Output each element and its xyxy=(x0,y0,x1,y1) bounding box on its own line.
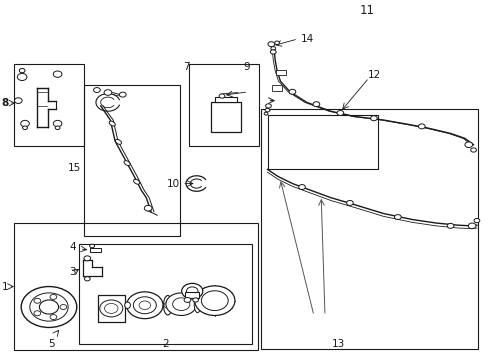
Bar xyxy=(261,109,477,349)
Bar xyxy=(214,97,236,102)
Ellipse shape xyxy=(124,302,130,309)
Circle shape xyxy=(172,298,189,311)
Circle shape xyxy=(15,98,22,103)
Text: 6: 6 xyxy=(192,302,199,312)
Circle shape xyxy=(22,126,27,130)
Circle shape xyxy=(17,73,27,81)
Circle shape xyxy=(50,315,57,320)
Text: 13: 13 xyxy=(331,339,345,348)
Bar xyxy=(14,223,257,350)
Ellipse shape xyxy=(194,296,201,312)
Circle shape xyxy=(126,292,163,319)
Circle shape xyxy=(55,126,60,130)
Circle shape xyxy=(473,219,479,223)
Circle shape xyxy=(100,300,122,317)
Circle shape xyxy=(93,87,100,93)
Circle shape xyxy=(219,94,224,98)
Text: 9: 9 xyxy=(243,62,250,72)
Circle shape xyxy=(274,41,279,45)
Circle shape xyxy=(34,311,41,316)
Text: 2: 2 xyxy=(162,339,168,348)
Circle shape xyxy=(201,291,228,311)
Circle shape xyxy=(34,298,41,303)
Bar xyxy=(184,292,199,298)
Circle shape xyxy=(264,108,269,112)
Circle shape xyxy=(192,298,198,302)
Text: 15: 15 xyxy=(67,163,81,173)
Bar xyxy=(14,64,84,147)
Bar xyxy=(276,69,285,75)
Text: 14: 14 xyxy=(301,34,314,44)
Circle shape xyxy=(163,302,171,308)
Circle shape xyxy=(184,297,190,302)
Circle shape xyxy=(84,277,90,281)
Circle shape xyxy=(186,287,198,295)
Ellipse shape xyxy=(163,296,172,315)
Circle shape xyxy=(89,244,94,248)
Circle shape xyxy=(336,111,343,116)
Text: 12: 12 xyxy=(367,70,381,80)
Bar xyxy=(267,115,377,170)
Bar xyxy=(90,248,101,252)
Bar xyxy=(84,85,180,237)
Circle shape xyxy=(464,142,471,148)
Circle shape xyxy=(312,102,319,107)
Bar xyxy=(79,243,251,344)
Circle shape xyxy=(468,223,475,229)
Ellipse shape xyxy=(133,179,140,184)
Circle shape xyxy=(346,201,352,206)
Circle shape xyxy=(139,301,150,310)
Circle shape xyxy=(30,293,68,321)
Circle shape xyxy=(447,224,453,228)
Ellipse shape xyxy=(115,139,122,144)
Text: 1: 1 xyxy=(2,282,9,292)
Circle shape xyxy=(270,50,276,54)
Circle shape xyxy=(394,215,400,220)
Circle shape xyxy=(40,300,59,314)
Circle shape xyxy=(267,42,274,47)
Circle shape xyxy=(270,47,275,50)
Text: 3: 3 xyxy=(69,267,76,277)
Circle shape xyxy=(470,148,475,152)
Circle shape xyxy=(20,69,24,72)
Circle shape xyxy=(370,116,376,121)
Circle shape xyxy=(104,303,118,313)
Circle shape xyxy=(298,185,305,189)
Circle shape xyxy=(194,286,234,315)
Circle shape xyxy=(119,92,126,97)
Circle shape xyxy=(84,256,90,261)
Bar xyxy=(210,102,240,132)
Text: 5: 5 xyxy=(48,339,55,348)
Circle shape xyxy=(20,120,29,127)
Ellipse shape xyxy=(124,161,130,166)
Circle shape xyxy=(133,297,156,314)
Bar xyxy=(98,295,124,322)
Circle shape xyxy=(21,287,77,328)
Circle shape xyxy=(50,294,57,300)
Ellipse shape xyxy=(109,121,115,126)
Circle shape xyxy=(144,206,152,211)
Text: 8: 8 xyxy=(1,98,9,108)
Text: 11: 11 xyxy=(359,4,373,17)
Circle shape xyxy=(165,293,196,315)
Bar xyxy=(189,64,258,147)
Circle shape xyxy=(288,89,295,94)
Circle shape xyxy=(182,283,203,299)
Circle shape xyxy=(264,112,267,115)
Circle shape xyxy=(265,104,271,108)
Circle shape xyxy=(104,90,112,95)
Text: 4: 4 xyxy=(69,242,76,252)
Circle shape xyxy=(60,305,66,310)
Circle shape xyxy=(19,68,25,73)
Bar xyxy=(272,85,281,91)
Circle shape xyxy=(53,120,62,127)
Circle shape xyxy=(53,71,62,77)
Circle shape xyxy=(418,124,424,129)
Text: 10: 10 xyxy=(167,179,180,189)
Text: 7: 7 xyxy=(183,62,189,72)
